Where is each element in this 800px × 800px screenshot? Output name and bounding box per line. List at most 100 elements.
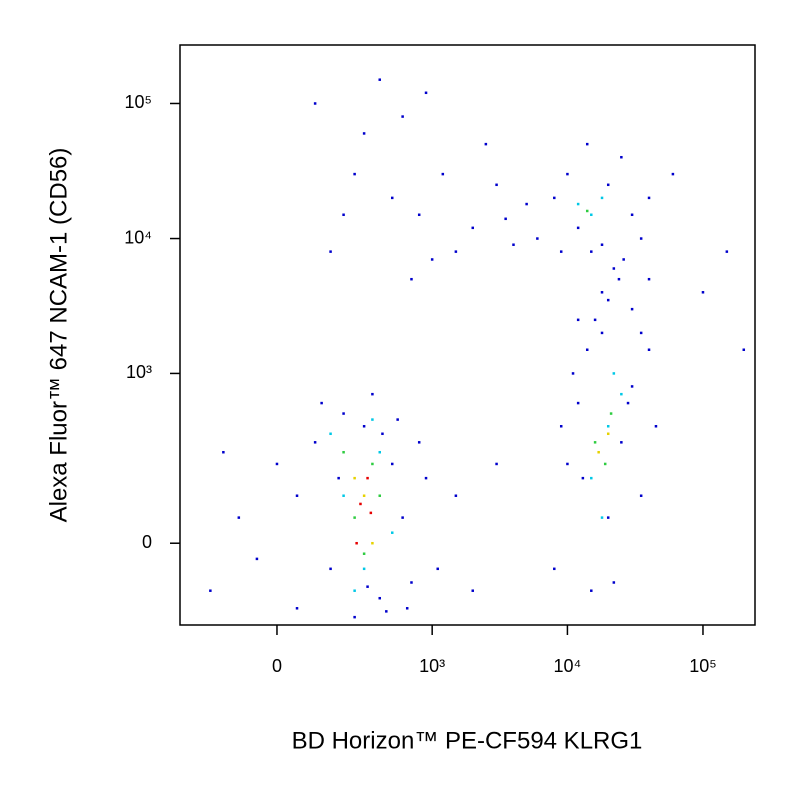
- data-point: [504, 217, 507, 221]
- data-point: [612, 581, 616, 584]
- data-point: [222, 450, 225, 454]
- data-point: [417, 213, 421, 217]
- data-point: [597, 450, 600, 454]
- data-point: [585, 142, 589, 146]
- data-point: [576, 401, 580, 405]
- x-tick-label: 10⁵: [689, 656, 716, 676]
- y-tick-label: 10⁴: [124, 227, 152, 247]
- data-point: [606, 432, 610, 436]
- data-point: [590, 250, 593, 253]
- data-point: [590, 476, 593, 480]
- data-point: [337, 476, 340, 480]
- data-point: [626, 401, 630, 405]
- data-point: [371, 541, 374, 545]
- data-point: [536, 237, 539, 240]
- data-point: [401, 115, 404, 118]
- data-point: [576, 318, 580, 322]
- data-point: [371, 392, 374, 396]
- data-point: [385, 610, 388, 613]
- data-point: [553, 196, 556, 200]
- y-tick-label: 10⁵: [125, 92, 152, 112]
- data-point: [362, 132, 366, 135]
- data-point: [609, 412, 613, 415]
- data-point: [454, 250, 458, 253]
- data-point: [362, 494, 366, 497]
- data-point: [585, 209, 589, 213]
- data-point: [600, 291, 604, 294]
- data-point: [454, 494, 458, 497]
- data-point: [390, 531, 394, 534]
- data-point: [390, 462, 394, 466]
- data-point: [329, 432, 332, 436]
- data-point: [329, 250, 332, 253]
- data-point: [620, 155, 623, 159]
- data-point: [742, 348, 746, 351]
- data-point: [566, 172, 569, 176]
- data-point: [320, 401, 323, 405]
- data-point: [566, 462, 569, 466]
- data-point: [410, 277, 413, 281]
- data-point: [630, 213, 634, 217]
- data-point: [622, 258, 625, 261]
- data-point: [471, 226, 474, 230]
- y-tick-label: 0: [142, 532, 152, 552]
- data-point: [378, 596, 381, 600]
- data-point: [495, 462, 498, 466]
- data-point: [342, 412, 345, 415]
- data-point: [237, 516, 241, 519]
- data-point: [590, 589, 593, 592]
- data-point: [590, 213, 593, 217]
- data-point: [329, 567, 332, 571]
- data-point: [369, 511, 373, 515]
- x-axis-title: BD Horizon™ PE-CF594 KLRG1: [292, 727, 643, 754]
- data-point: [342, 450, 345, 454]
- data-point: [571, 372, 575, 375]
- data-point: [600, 516, 604, 519]
- data-point: [593, 318, 597, 322]
- data-point: [606, 425, 610, 428]
- data-point: [255, 557, 259, 561]
- data-point: [401, 516, 404, 519]
- x-tick-label: 10⁴: [554, 656, 582, 676]
- data-point: [378, 78, 381, 81]
- data-point: [484, 142, 488, 146]
- data-point: [654, 425, 658, 428]
- data-point: [585, 348, 589, 351]
- data-point: [209, 589, 212, 592]
- data-point: [417, 441, 421, 444]
- data-point: [639, 237, 643, 240]
- data-point: [495, 183, 498, 187]
- data-point: [600, 243, 604, 246]
- data-point: [366, 476, 369, 480]
- data-point: [371, 418, 374, 421]
- data-point: [430, 258, 434, 261]
- data-point: [342, 213, 345, 217]
- data-point: [647, 277, 651, 281]
- data-point: [353, 589, 356, 592]
- data-point: [630, 385, 634, 388]
- data-point: [617, 277, 621, 281]
- data-point: [593, 441, 597, 444]
- plot-frame: [179, 44, 756, 626]
- data-point: [647, 348, 651, 351]
- data-point: [410, 581, 413, 584]
- data-point: [701, 291, 705, 294]
- x-tick-label: 10³: [419, 656, 445, 676]
- data-point: [639, 494, 643, 497]
- data-point: [378, 450, 381, 454]
- data-point: [396, 418, 399, 421]
- data-point: [630, 307, 634, 311]
- data-point: [600, 331, 604, 335]
- data-point: [647, 196, 651, 200]
- data-point: [355, 541, 358, 545]
- data-point: [559, 425, 563, 428]
- data-point: [620, 441, 623, 444]
- data-point: [362, 425, 366, 428]
- data-point: [371, 462, 374, 466]
- data-point: [441, 172, 445, 176]
- data-point: [436, 567, 439, 571]
- data-point: [612, 267, 616, 270]
- data-point: [600, 196, 604, 200]
- data-point: [362, 567, 366, 571]
